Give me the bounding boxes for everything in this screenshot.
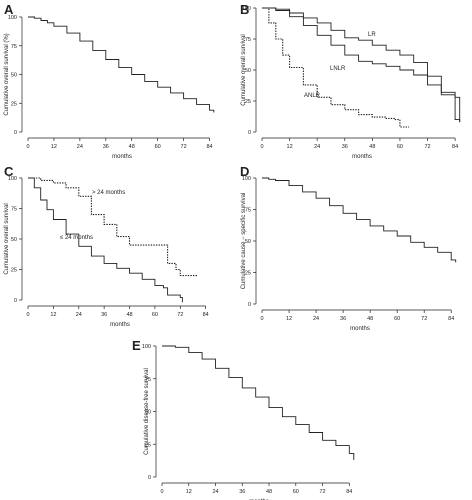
y-axis-title: Cumulative overall survival (%): [4, 33, 10, 115]
x-tick-label: 12: [186, 489, 192, 495]
x-tick-label: 84: [452, 144, 458, 150]
x-tick-label: 0: [26, 144, 29, 150]
series-label: ANLR: [304, 93, 321, 99]
y-tick-label: 75: [11, 44, 17, 50]
panel-c: C 0 12 24 36 48 60 72 84 0 25 50 75 100 months Cumulati…: [4, 164, 209, 328]
x-tick-label: 60: [394, 316, 400, 322]
series-label: ≤ 24 months: [60, 235, 93, 241]
y-tick-label: 50: [245, 239, 251, 245]
x-tick-label: 24: [313, 316, 319, 322]
y-tick-label: 25: [145, 442, 151, 448]
y-tick-label: 100: [142, 344, 151, 350]
x-axis-title: months: [112, 154, 132, 160]
x-tick-label: 48: [266, 489, 272, 495]
x-tick-label: 0: [260, 144, 263, 150]
x-tick-label: 12: [287, 144, 293, 150]
panel-letter: D: [240, 164, 249, 179]
x-tick-label: 60: [152, 312, 158, 318]
survival-curve-line: [162, 345, 355, 460]
x-tick-label: 0: [26, 312, 29, 318]
panel-letter: C: [4, 164, 14, 179]
x-tick-label: 12: [286, 316, 292, 322]
series-label: LNLR: [330, 66, 346, 72]
x-tick-label: 12: [51, 144, 57, 150]
x-tick-label: 0: [160, 489, 163, 495]
x-axis-title: months: [350, 326, 370, 332]
panel-e: E0122436486072840255075100monthsCumulati…: [132, 338, 355, 500]
y-axis-title: Cumulative overall survival: [4, 203, 10, 274]
y-tick-label: 75: [11, 207, 17, 213]
series-lr-line: [262, 7, 461, 123]
x-tick-label: 24: [314, 144, 320, 150]
x-tick-label: 72: [181, 144, 187, 150]
y-tick-label: 100: [242, 176, 251, 182]
x-tick-label: 60: [397, 144, 403, 150]
series--24-months-line: [28, 177, 198, 277]
x-tick-label: 84: [448, 316, 454, 322]
y-tick-label: 0: [248, 302, 251, 308]
y-tick-label: 100: [242, 6, 251, 12]
x-tick-label: 0: [260, 316, 263, 322]
x-tick-label: 72: [421, 316, 427, 322]
x-tick-label: 36: [342, 144, 348, 150]
x-tick-label: 72: [424, 144, 430, 150]
x-tick-label: 24: [77, 144, 83, 150]
x-tick-label: 72: [177, 312, 183, 318]
x-tick-label: 36: [239, 489, 245, 495]
y-tick-label: 25: [245, 271, 251, 277]
y-tick-label: 50: [11, 237, 17, 243]
x-axis-title: months: [110, 322, 130, 328]
y-tick-label: 100: [8, 176, 17, 182]
x-tick-label: 36: [103, 144, 109, 150]
panel-letter: A: [4, 2, 14, 17]
panel-letter: E: [132, 338, 141, 353]
survival-curve-line: [28, 16, 215, 113]
y-axis-title: Cumulative overall survival: [241, 34, 247, 105]
y-tick-label: 0: [248, 130, 251, 136]
series--24-months-line: [28, 177, 183, 303]
x-tick-label: 48: [369, 144, 375, 150]
x-tick-label: 60: [155, 144, 161, 150]
y-tick-label: 50: [245, 68, 251, 74]
series-lnlr-line: [262, 7, 461, 123]
x-tick-label: 60: [293, 489, 299, 495]
panel-letter: B: [240, 2, 249, 17]
x-tick-label: 72: [319, 489, 325, 495]
panel-b: B 0 12 24 36 48 60 72 84 0 25 50 75 100 months Cumulati…: [240, 2, 461, 160]
x-tick-label: 48: [367, 316, 373, 322]
y-axis-title: Cumulative cause − specific survival: [241, 193, 247, 290]
x-axis-title: months: [352, 154, 372, 160]
y-tick-label: 50: [145, 410, 151, 416]
x-tick-label: 48: [129, 144, 135, 150]
y-tick-label: 25: [11, 268, 17, 274]
x-tick-label: 84: [206, 144, 212, 150]
y-tick-label: 0: [148, 475, 151, 481]
x-tick-label: 84: [203, 312, 209, 318]
y-tick-label: 75: [145, 377, 151, 383]
survival-curve-line: [262, 177, 457, 263]
y-tick-label: 50: [11, 73, 17, 79]
y-tick-label: 25: [245, 99, 251, 105]
y-axis-title: Cumulative disease-free survival: [144, 368, 150, 455]
y-tick-label: 0: [14, 130, 17, 136]
x-tick-label: 36: [340, 316, 346, 322]
x-tick-label: 24: [212, 489, 218, 495]
series-anlr-line: [262, 7, 410, 128]
x-tick-label: 84: [346, 489, 352, 495]
series-label: > 24 months: [92, 190, 125, 196]
x-tick-label: 24: [76, 312, 82, 318]
y-tick-label: 25: [11, 101, 17, 107]
y-tick-label: 75: [245, 37, 251, 43]
y-tick-label: 0: [14, 298, 17, 304]
x-tick-label: 36: [101, 312, 107, 318]
x-tick-label: 48: [126, 312, 132, 318]
y-tick-label: 75: [245, 208, 251, 214]
series-label: LR: [368, 32, 376, 38]
y-tick-label: 100: [8, 15, 17, 21]
panel-d: D 0 12 24 36 48 60 72 84 0 25 50 75 100 months Cumulati…: [240, 164, 457, 332]
panel-a: A 0 12 24 36 48 60 72 84 0 25 50 75 100 months Cumulati…: [4, 2, 215, 160]
x-tick-label: 12: [50, 312, 56, 318]
